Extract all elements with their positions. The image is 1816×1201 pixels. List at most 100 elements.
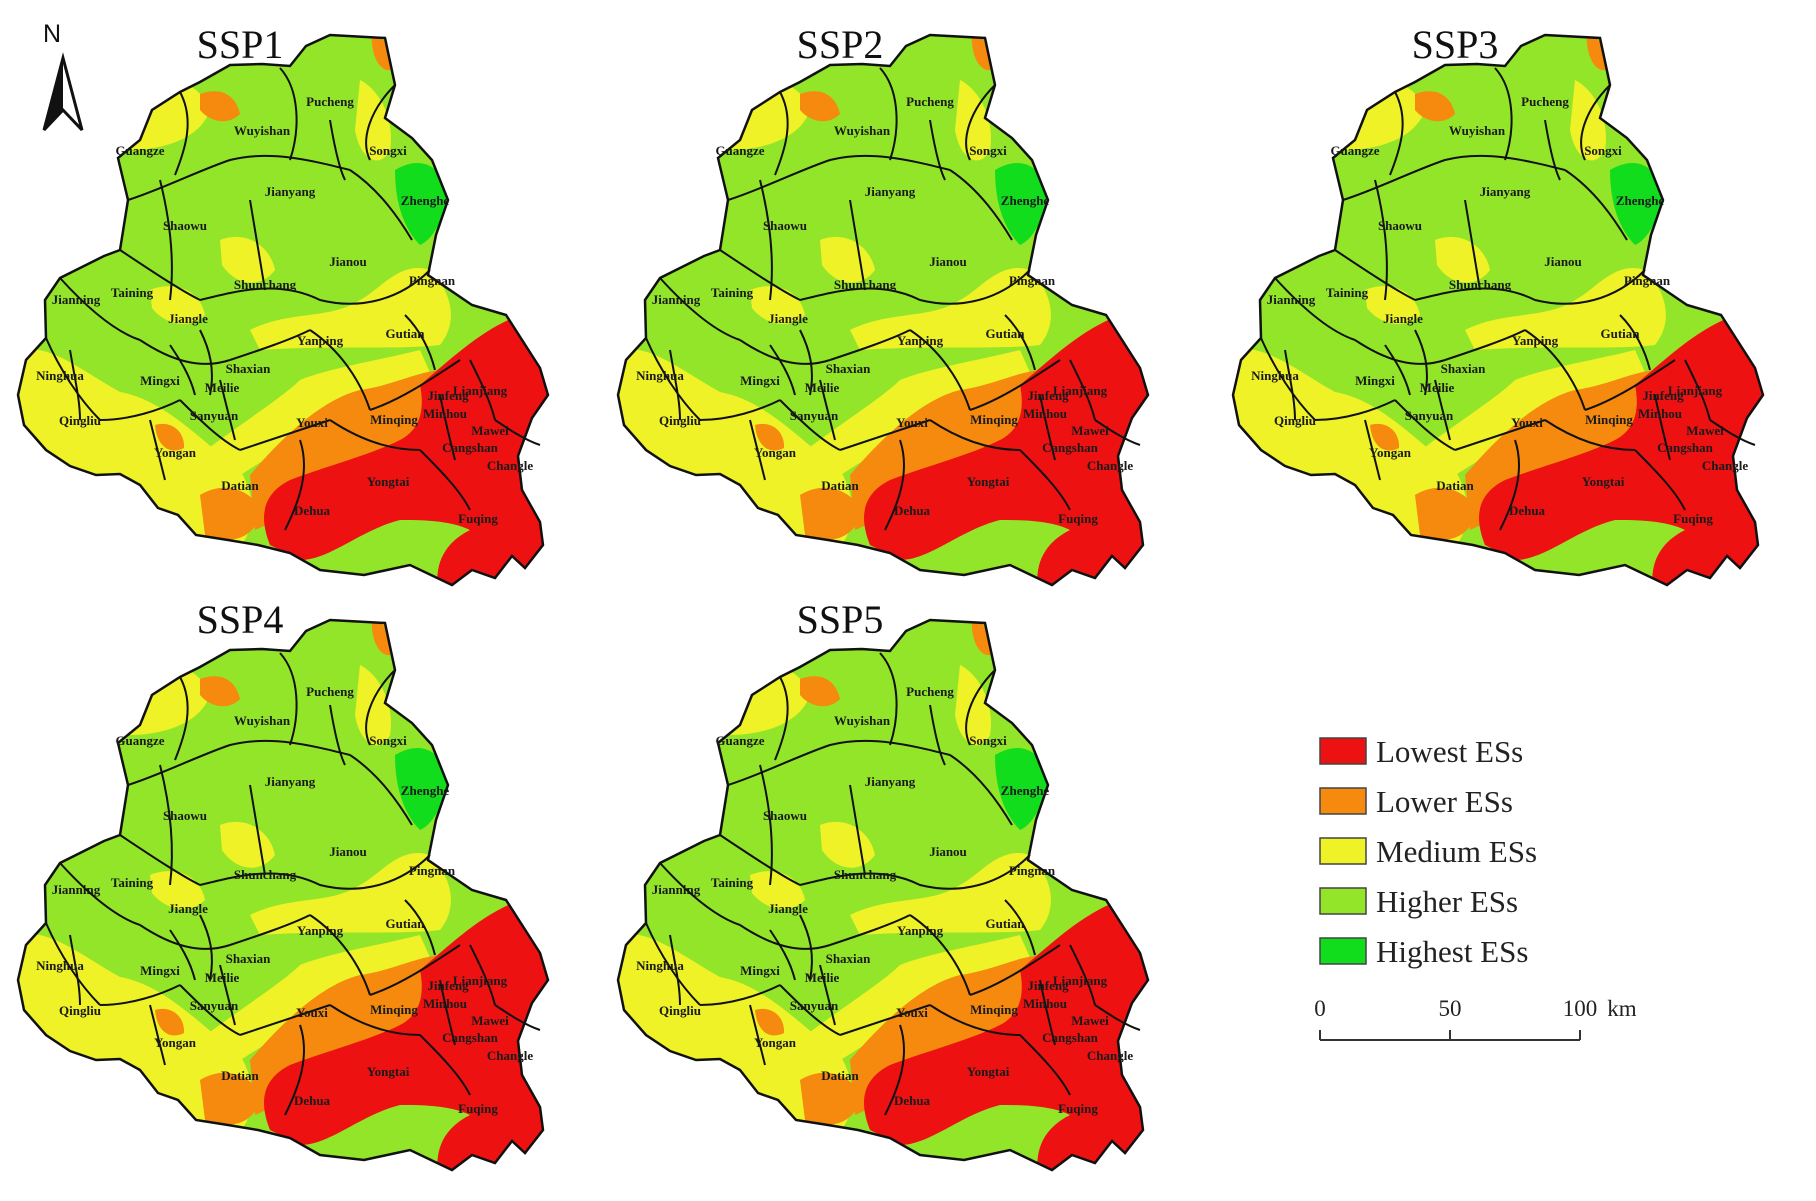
panel-title-ssp5: SSP5 xyxy=(797,597,884,642)
county-label-jianou: Jianou xyxy=(929,254,967,269)
county-label-mingxi: Mingxi xyxy=(140,373,180,388)
scale-unit: km xyxy=(1607,996,1637,1021)
county-label-pingnan: Pingnan xyxy=(409,273,456,288)
county-label-gutian: Gutian xyxy=(985,326,1025,341)
county-label-lianjiang: Lianjiang xyxy=(1668,383,1723,398)
scale-tick-50: 50 xyxy=(1439,996,1462,1021)
county-label-cangshan: Cangshan xyxy=(1657,440,1713,455)
county-label-mawei: Mawei xyxy=(1071,423,1109,438)
legend-swatch-higher xyxy=(1319,887,1367,915)
county-labels-ssp1: Pucheng Wuyishan Songxi Guangze Jianyang Zhen… xyxy=(36,94,533,526)
county-label-jianou: Jianou xyxy=(329,844,367,859)
county-label-pucheng: Pucheng xyxy=(906,94,954,109)
county-label-wuyishan: Wuyishan xyxy=(834,123,891,138)
county-label-youxi: Youxi xyxy=(1511,415,1543,430)
county-label-minhou: Minhou xyxy=(423,406,467,421)
county-label-yongtai: Yongtai xyxy=(967,1064,1010,1079)
map-panel-ssp2: SSP2 Pucheng Wuyishan Songxi Guangze Jianyan… xyxy=(616,22,1150,587)
county-label-shaxian: Shaxian xyxy=(826,951,872,966)
county-label-gutian: Gutian xyxy=(1600,326,1640,341)
county-label-pucheng: Pucheng xyxy=(1521,94,1569,109)
panel-title-ssp1: SSP1 xyxy=(197,22,284,67)
county-label-qingliu: Qingliu xyxy=(659,1003,701,1018)
county-label-dehua: Dehua xyxy=(894,1093,931,1108)
county-label-lianjiang: Lianjiang xyxy=(453,973,508,988)
county-label-cangshan: Cangshan xyxy=(1042,440,1098,455)
legend-swatch-highest xyxy=(1319,937,1367,965)
map-panel-ssp3: SSP3 Pucheng Wuyishan Songxi Guangze Jianyan… xyxy=(1231,22,1765,587)
panel-title-ssp3: SSP3 xyxy=(1412,22,1499,67)
county-label-jianyang: Jianyang xyxy=(865,774,916,789)
county-label-minqing: Minqing xyxy=(370,1002,418,1017)
legend-label-highest: Highest ESs xyxy=(1376,934,1528,969)
county-label-gutian: Gutian xyxy=(385,326,425,341)
county-label-jianning: Jianning xyxy=(1267,292,1316,307)
county-label-yongan: Yongan xyxy=(1369,445,1412,460)
county-label-shunchang: Shunchang xyxy=(234,277,297,292)
county-label-ninghua: Ninghua xyxy=(636,368,684,383)
county-label-shaowu: Shaowu xyxy=(163,808,207,823)
county-label-pucheng: Pucheng xyxy=(906,684,954,699)
county-label-gutian: Gutian xyxy=(985,916,1025,931)
county-label-wuyishan: Wuyishan xyxy=(234,123,291,138)
county-label-taining: Taining xyxy=(1326,285,1369,300)
county-label-youxi: Youxi xyxy=(296,1005,328,1020)
county-label-cangshan: Cangshan xyxy=(1042,1030,1098,1045)
county-label-qingliu: Qingliu xyxy=(1274,413,1316,428)
county-label-shaxian: Shaxian xyxy=(826,361,872,376)
county-label-changle: Changle xyxy=(487,458,533,473)
county-label-songxi: Songxi xyxy=(969,733,1007,748)
county-label-yongan: Yongan xyxy=(154,445,197,460)
county-label-songxi: Songxi xyxy=(969,143,1007,158)
county-label-fuqing: Fuqing xyxy=(1673,511,1713,526)
county-label-changle: Changle xyxy=(487,1048,533,1063)
county-label-shaxian: Shaxian xyxy=(226,951,272,966)
county-label-changle: Changle xyxy=(1087,458,1133,473)
panel-title-ssp4: SSP4 xyxy=(197,597,284,642)
county-label-fuqing: Fuqing xyxy=(1058,511,1098,526)
county-label-sanyuan: Sanyuan xyxy=(190,998,239,1013)
county-label-cangshan: Cangshan xyxy=(442,440,498,455)
county-label-sanyuan: Sanyuan xyxy=(790,998,839,1013)
county-label-shaxian: Shaxian xyxy=(226,361,272,376)
county-label-jiangle: Jiangle xyxy=(768,311,808,326)
county-label-youxi: Youxi xyxy=(896,1005,928,1020)
county-label-meilie: Meilie xyxy=(205,970,240,985)
county-label-jianou: Jianou xyxy=(929,844,967,859)
county-label-minqing: Minqing xyxy=(970,412,1018,427)
county-label-minhou: Minhou xyxy=(1638,406,1682,421)
county-label-taining: Taining xyxy=(111,875,154,890)
county-label-qingliu: Qingliu xyxy=(59,413,101,428)
county-label-fuqing: Fuqing xyxy=(458,511,498,526)
county-label-meilie: Meilie xyxy=(805,380,840,395)
county-label-lianjiang: Lianjiang xyxy=(453,383,508,398)
county-label-zhenghe: Zhenghe xyxy=(401,193,450,208)
county-label-minqing: Minqing xyxy=(1585,412,1633,427)
county-label-qingliu: Qingliu xyxy=(659,413,701,428)
county-label-jianning: Jianning xyxy=(52,882,101,897)
county-label-pingnan: Pingnan xyxy=(1009,273,1056,288)
county-label-minhou: Minhou xyxy=(1023,406,1067,421)
county-label-mawei: Mawei xyxy=(1071,1013,1109,1028)
county-label-datian: Datian xyxy=(221,478,259,493)
county-label-changle: Changle xyxy=(1087,1048,1133,1063)
county-label-shaxian: Shaxian xyxy=(1441,361,1487,376)
legend-label-lower: Lower ESs xyxy=(1376,784,1513,819)
county-label-jianyang: Jianyang xyxy=(265,774,316,789)
county-label-yanping: Yanping xyxy=(297,923,344,938)
county-label-sanyuan: Sanyuan xyxy=(1405,408,1454,423)
county-label-meilie: Meilie xyxy=(805,970,840,985)
map-panel-ssp5: SSP5 Pucheng Wuyishan Songxi Guangze Jianyan… xyxy=(616,597,1150,1172)
county-label-mingxi: Mingxi xyxy=(1355,373,1395,388)
legend-swatch-lowest xyxy=(1319,737,1367,765)
county-label-datian: Datian xyxy=(821,478,859,493)
county-label-minhou: Minhou xyxy=(1023,996,1067,1011)
county-label-shunchang: Shunchang xyxy=(834,277,897,292)
county-label-dehua: Dehua xyxy=(894,503,931,518)
north-label: N xyxy=(43,20,61,48)
county-labels-ssp3: Pucheng Wuyishan Songxi Guangze Jianyang Zhen… xyxy=(1251,94,1748,526)
county-label-yongtai: Yongtai xyxy=(367,474,410,489)
county-label-wuyishan: Wuyishan xyxy=(1449,123,1506,138)
county-label-guangze: Guangze xyxy=(115,733,164,748)
